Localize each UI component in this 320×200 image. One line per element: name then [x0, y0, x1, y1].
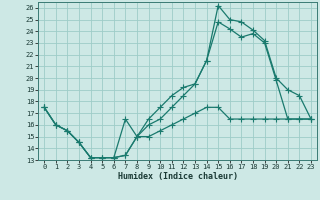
X-axis label: Humidex (Indice chaleur): Humidex (Indice chaleur): [118, 172, 238, 181]
